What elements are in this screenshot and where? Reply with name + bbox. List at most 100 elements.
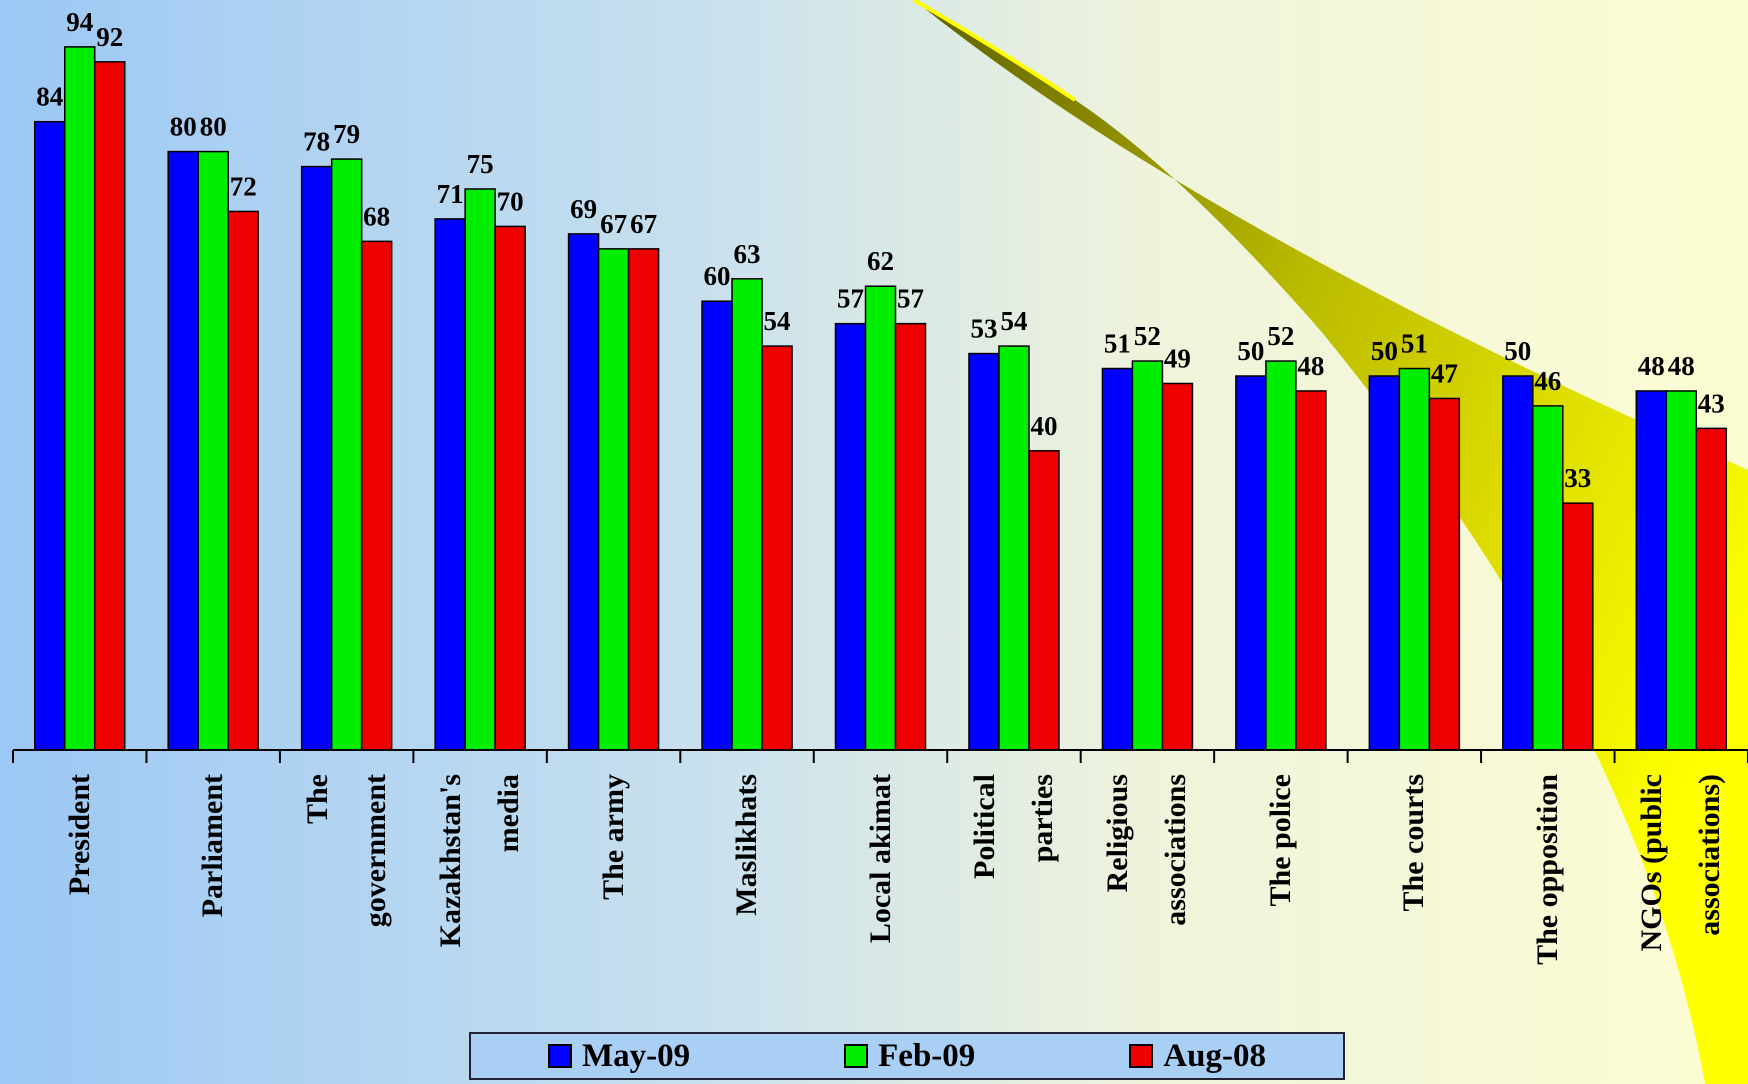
bar <box>597 248 630 751</box>
value-label: 94 <box>66 7 93 37</box>
bar <box>1398 367 1431 751</box>
bar <box>627 248 660 751</box>
bar <box>360 240 393 751</box>
bar <box>93 61 126 751</box>
value-label: 40 <box>1030 411 1057 441</box>
value-label: 71 <box>437 179 464 209</box>
bar <box>1235 375 1267 751</box>
value-label: 67 <box>600 209 627 239</box>
value-label: 80 <box>200 112 227 142</box>
value-label: 48 <box>1668 351 1695 381</box>
bar <box>1368 375 1401 751</box>
bar <box>1562 502 1594 751</box>
bar <box>894 322 927 751</box>
legend: May-09 Feb-09 Aug-08 <box>469 1032 1345 1080</box>
value-label: 51 <box>1401 329 1428 359</box>
bar <box>227 210 259 751</box>
x-tick-label: Maslikhats <box>730 774 764 916</box>
value-label: 52 <box>1267 321 1294 351</box>
bar <box>1532 405 1564 751</box>
value-label: 63 <box>734 239 761 269</box>
legend-item: Feb-09 <box>844 1038 975 1075</box>
x-tick-label: The opposition <box>1530 774 1564 965</box>
legend-label: Aug-08 <box>1163 1037 1266 1074</box>
value-label: 92 <box>96 22 123 52</box>
bar <box>1428 397 1461 751</box>
bar <box>167 150 199 751</box>
bar <box>300 165 333 751</box>
bar <box>1028 450 1060 751</box>
bar <box>567 233 600 751</box>
bar <box>1101 367 1134 751</box>
legend-label: May-09 <box>582 1037 691 1074</box>
value-label: 43 <box>1698 388 1725 418</box>
value-label: 57 <box>837 284 864 314</box>
value-label: 46 <box>1534 366 1561 396</box>
legend-label: Feb-09 <box>878 1037 976 1074</box>
value-label: 79 <box>333 119 360 149</box>
x-tick-label: Political parties <box>967 774 1059 879</box>
x-tick-label: NGOs (public associations) <box>1635 774 1727 952</box>
value-label: 33 <box>1564 463 1591 493</box>
value-label: 80 <box>170 112 197 142</box>
value-label: 51 <box>1104 329 1131 359</box>
bar <box>494 225 526 751</box>
value-label: 48 <box>1638 351 1665 381</box>
value-label: 53 <box>970 314 997 344</box>
legend-swatch <box>1129 1044 1154 1068</box>
value-label: 84 <box>36 82 63 112</box>
value-label: 52 <box>1134 321 1161 351</box>
value-label: 60 <box>704 261 731 291</box>
value-label: 67 <box>630 209 657 239</box>
bar <box>834 322 867 751</box>
legend-item: May-09 <box>548 1038 690 1075</box>
value-label: 50 <box>1237 336 1264 366</box>
value-label: 54 <box>1000 306 1027 336</box>
value-label: 57 <box>897 284 924 314</box>
value-label: 69 <box>570 194 597 224</box>
bar <box>197 150 229 751</box>
bar <box>1161 382 1194 751</box>
bar <box>33 120 66 751</box>
bar <box>63 46 96 751</box>
bar <box>1502 375 1534 751</box>
value-label: 72 <box>230 171 257 201</box>
value-label: 78 <box>303 127 330 157</box>
value-label: 62 <box>867 246 894 276</box>
value-label: 75 <box>467 149 494 179</box>
bar <box>1695 427 1728 751</box>
value-label: 49 <box>1164 343 1191 373</box>
value-label: 70 <box>497 186 524 216</box>
bar <box>434 218 466 751</box>
x-tick-label: The government <box>300 774 392 928</box>
legend-swatch <box>548 1044 572 1068</box>
x-tick-label: The army <box>596 774 630 900</box>
x-tick-label: President <box>62 774 96 896</box>
value-label: 68 <box>363 201 390 231</box>
value-label: 47 <box>1431 358 1458 388</box>
bar <box>998 345 1030 751</box>
bar <box>761 345 793 751</box>
bar <box>1265 360 1297 751</box>
bar <box>864 285 897 751</box>
bar <box>1665 390 1698 751</box>
bar <box>731 278 763 751</box>
x-tick-label: Local akimat <box>863 774 897 944</box>
bar <box>1635 390 1668 751</box>
x-tick-label: The courts <box>1397 774 1431 912</box>
value-label: 50 <box>1504 336 1531 366</box>
background-swoosh-edge <box>912 0 1077 102</box>
bar <box>1295 390 1327 751</box>
bar <box>330 158 363 751</box>
legend-swatch <box>844 1044 869 1068</box>
bar <box>464 188 496 751</box>
x-tick-label: Parliament <box>196 774 230 918</box>
x-tick-label: The police <box>1263 774 1297 907</box>
x-tick-label: Kazakhstan's media <box>434 774 526 948</box>
bar <box>701 300 733 751</box>
bar <box>1131 360 1164 751</box>
x-tick-label: Religious associations <box>1101 774 1193 926</box>
legend-item: Aug-08 <box>1129 1038 1266 1075</box>
